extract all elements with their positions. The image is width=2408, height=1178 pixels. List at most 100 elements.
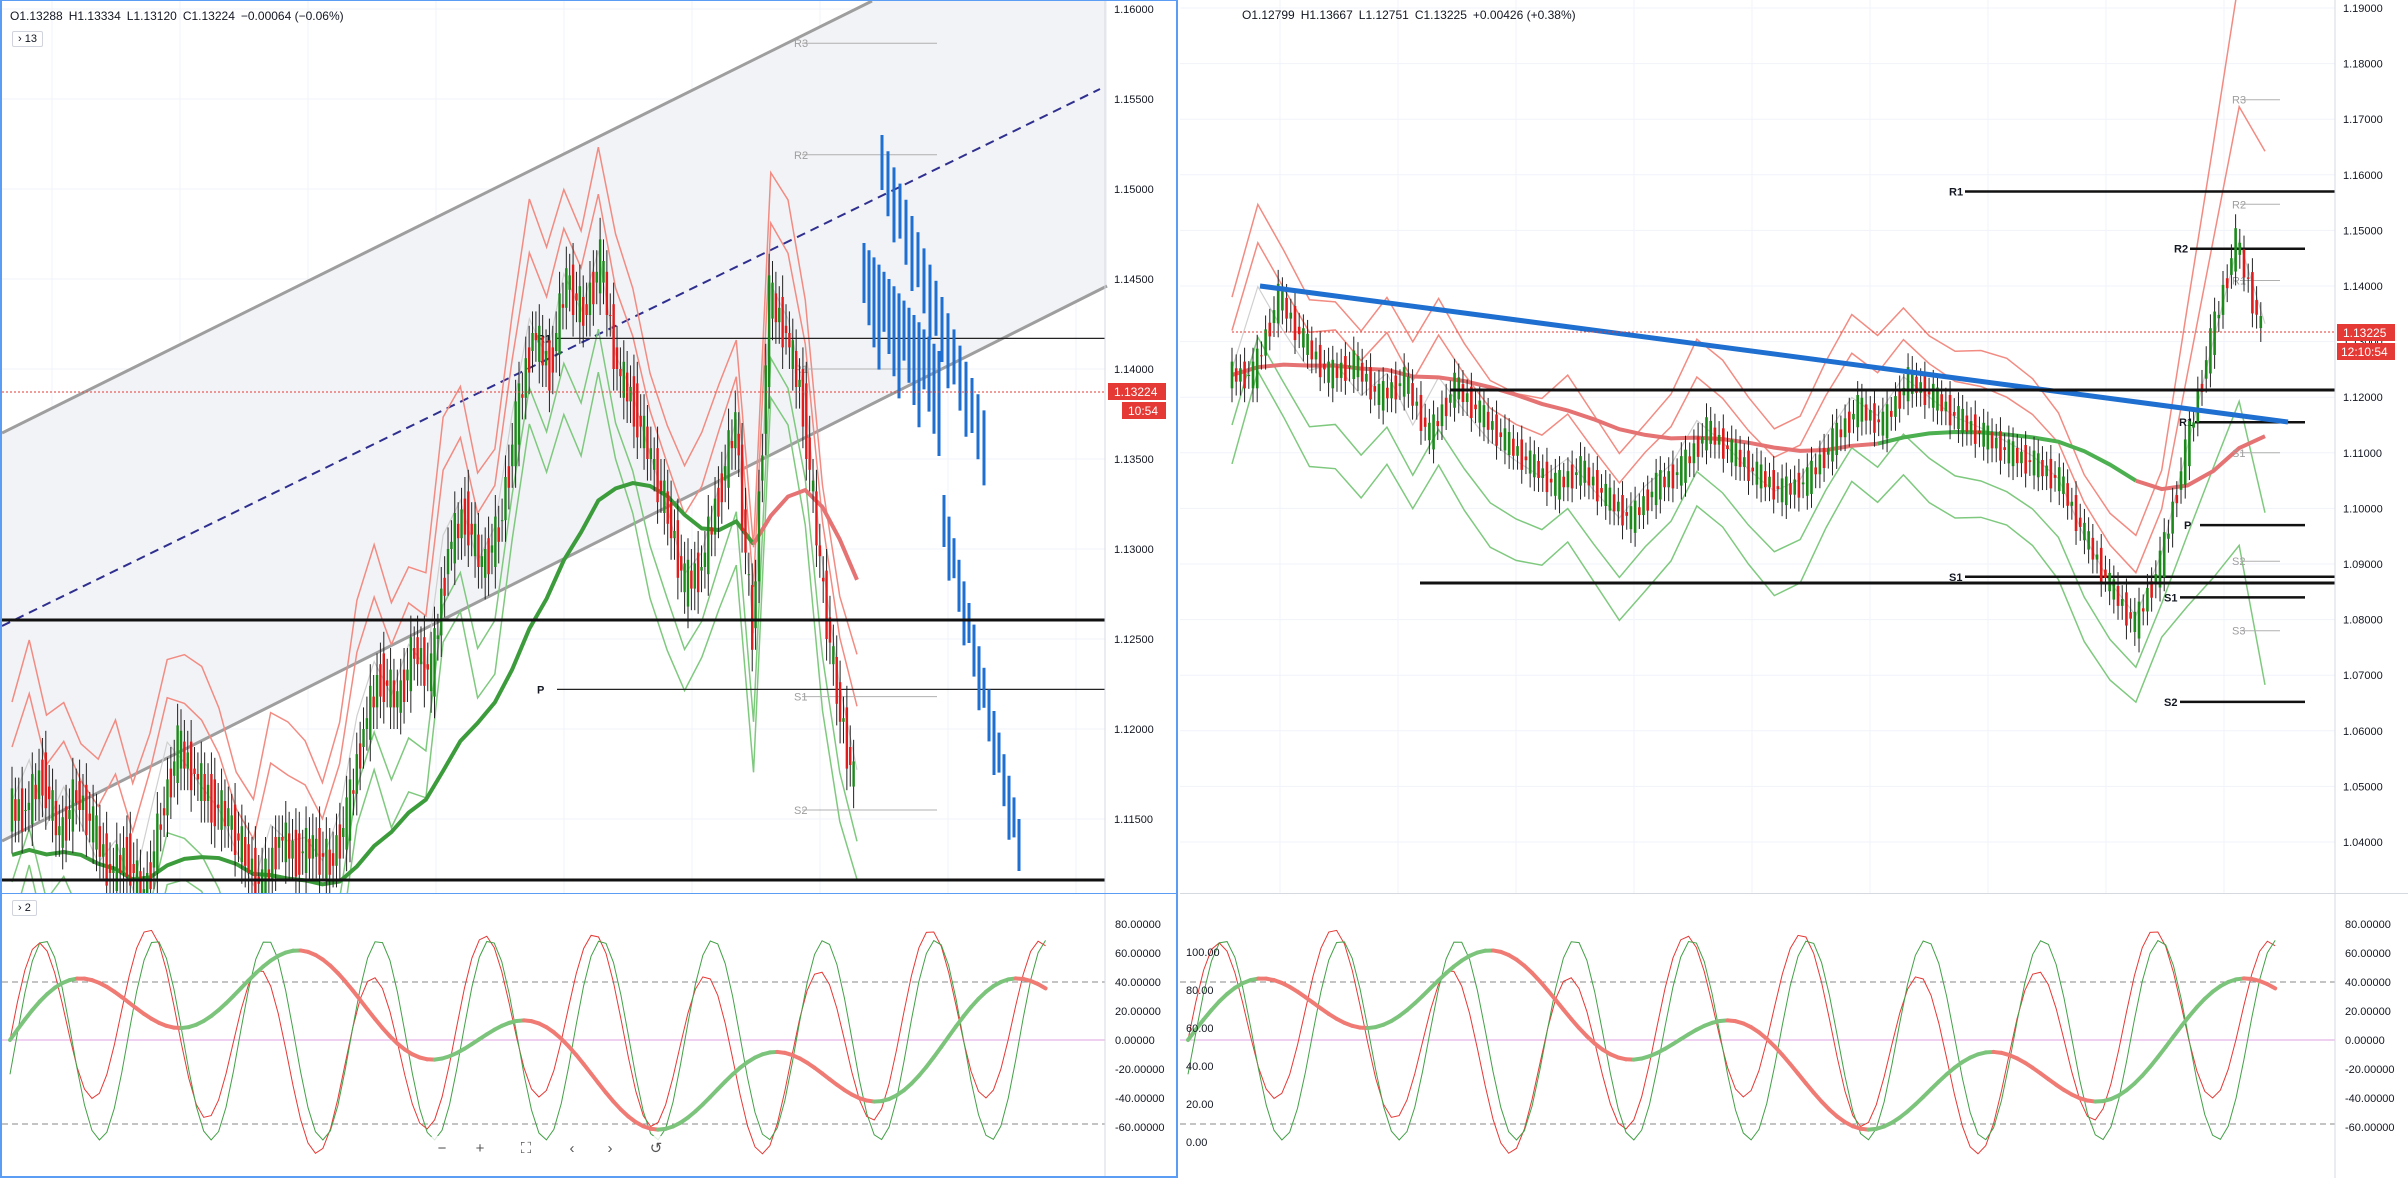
smoothed-oscillator-segment [1036, 982, 1048, 991]
candle-body [1310, 340, 1314, 360]
candle-body [1663, 476, 1666, 488]
fullscreen-button[interactable]: ⛶ [514, 1136, 538, 1160]
left-oscillator-chart[interactable]: 80.00000 60.00000 40.00000 20.00000 0.00000 -… [2, 894, 1178, 1178]
candle-body [767, 275, 771, 387]
candle-body [1915, 376, 1918, 393]
candle-body [1289, 312, 1293, 319]
candle-body [1344, 356, 1347, 381]
right-oscillator-chart[interactable]: 80.00000 60.00000 40.00000 20.00000 0.00000 -… [1180, 894, 2408, 1178]
candle-body [480, 556, 484, 567]
candle-body [426, 664, 429, 670]
candle-body [1591, 476, 1595, 486]
left-price-pane[interactable]: R3R2R1S1S2S3R1PS1 1.160001.155001.150001… [0, 0, 1178, 893]
candle-body [1805, 467, 1809, 496]
candle-body [1621, 495, 1624, 526]
candle-body [1352, 350, 1356, 380]
candle-body [500, 520, 504, 522]
candle-body [1961, 408, 1964, 433]
indicators-toggle[interactable]: › 13 [12, 31, 43, 47]
candle-body [2137, 601, 2141, 639]
price-axis-tick: 1.15500 [1114, 94, 1154, 106]
candle-body [342, 828, 345, 837]
price-axis-tick: 1.12500 [1114, 634, 1154, 646]
candle-body [2116, 586, 2120, 606]
envelope-band [1231, 335, 2266, 669]
candle-body [2099, 547, 2103, 583]
candle-body [2129, 612, 2132, 619]
candle-body [2192, 422, 2195, 428]
candle-body [1831, 428, 1834, 462]
oscillator-axis-tick: 80.00000 [1115, 919, 1161, 931]
candle-body [548, 340, 551, 391]
smoothed-oscillator-segment [1561, 1007, 1574, 1022]
candle-body [112, 869, 115, 873]
candle-body [173, 761, 176, 776]
candle-body [771, 282, 774, 319]
candle-body [1436, 421, 1440, 427]
candle-body [1323, 363, 1326, 370]
candle-body [1680, 456, 1683, 486]
candle-body [1864, 404, 1868, 421]
candle-body [1873, 403, 1876, 433]
scroll-right-button[interactable]: › [598, 1136, 622, 1160]
candle-body [852, 761, 855, 787]
candle-body [1272, 310, 1276, 324]
candle-body [149, 862, 152, 890]
last-price-label: 1.13225 [2343, 326, 2387, 340]
candle-body [1465, 393, 1469, 403]
candle-body [727, 430, 730, 488]
candle-body [379, 664, 382, 697]
candle-body [271, 847, 274, 881]
right-oscillator-pane[interactable]: 80.00000 60.00000 40.00000 20.00000 0.00000 -… [1180, 893, 2408, 1178]
candle-body [734, 412, 737, 449]
candle-body [456, 523, 460, 539]
candle-body [2238, 242, 2242, 255]
candle-body [612, 304, 615, 369]
price-axis-tick: 1.08000 [2343, 615, 2383, 627]
envelope-band [1231, 369, 2266, 704]
smoothed-oscillator-segment [1796, 1071, 1808, 1086]
pivot-label: S2 [794, 805, 807, 817]
price-axis-tick: 1.06000 [2343, 726, 2383, 738]
smoothed-oscillator-segment [1193, 1017, 1206, 1032]
right-price-pane[interactable]: R3 R2 R1 S1 S2 S3 R1 R2 R1 P S1 S1 S2 1.19000 1.18000… [1180, 0, 2408, 893]
left-oscillator-pane[interactable]: 80.00000 60.00000 40.00000 20.00000 0.00000 -… [0, 893, 1178, 1178]
smoothed-oscillator-segment [954, 1014, 966, 1029]
candle-body [277, 837, 281, 848]
candle-body [845, 707, 849, 769]
candle-body [1730, 439, 1734, 463]
candle-body [345, 797, 348, 850]
reset-chart-button[interactable]: ↺ [644, 1136, 668, 1160]
candle-body [24, 810, 27, 811]
candle-body [1646, 489, 1650, 511]
candle-body [85, 784, 88, 836]
candle-body [1986, 425, 1990, 450]
candle-body [514, 401, 517, 467]
zoom-out-button[interactable]: − [430, 1136, 454, 1160]
candle-body [135, 860, 139, 893]
candle-body [385, 680, 389, 686]
left-price-chart[interactable]: R3R2R1S1S2S3R1PS1 1.160001.155001.150001… [2, 1, 1178, 893]
candle-body [227, 808, 230, 827]
candle-body [710, 527, 713, 535]
candle-body [575, 293, 578, 301]
candle-body [315, 838, 318, 857]
price-axis-tick: 1.11500 [1114, 814, 1153, 826]
candle-body [287, 833, 291, 859]
candle-body [1281, 291, 1284, 311]
candle-body [2015, 447, 2019, 464]
candle-body [632, 376, 636, 427]
candle-body [818, 545, 822, 557]
candle-body [244, 837, 247, 866]
zoom-in-button[interactable]: + [468, 1136, 492, 1160]
scroll-left-button[interactable]: ‹ [560, 1136, 584, 1160]
candle-body [757, 491, 761, 582]
candle-body [348, 779, 352, 841]
candle-body [1898, 389, 1901, 409]
candle-body [409, 637, 413, 692]
oscillator-toggle[interactable]: › 2 [12, 900, 37, 916]
candle-body [304, 828, 308, 873]
candle-body [436, 635, 440, 639]
candle-body [490, 545, 494, 553]
